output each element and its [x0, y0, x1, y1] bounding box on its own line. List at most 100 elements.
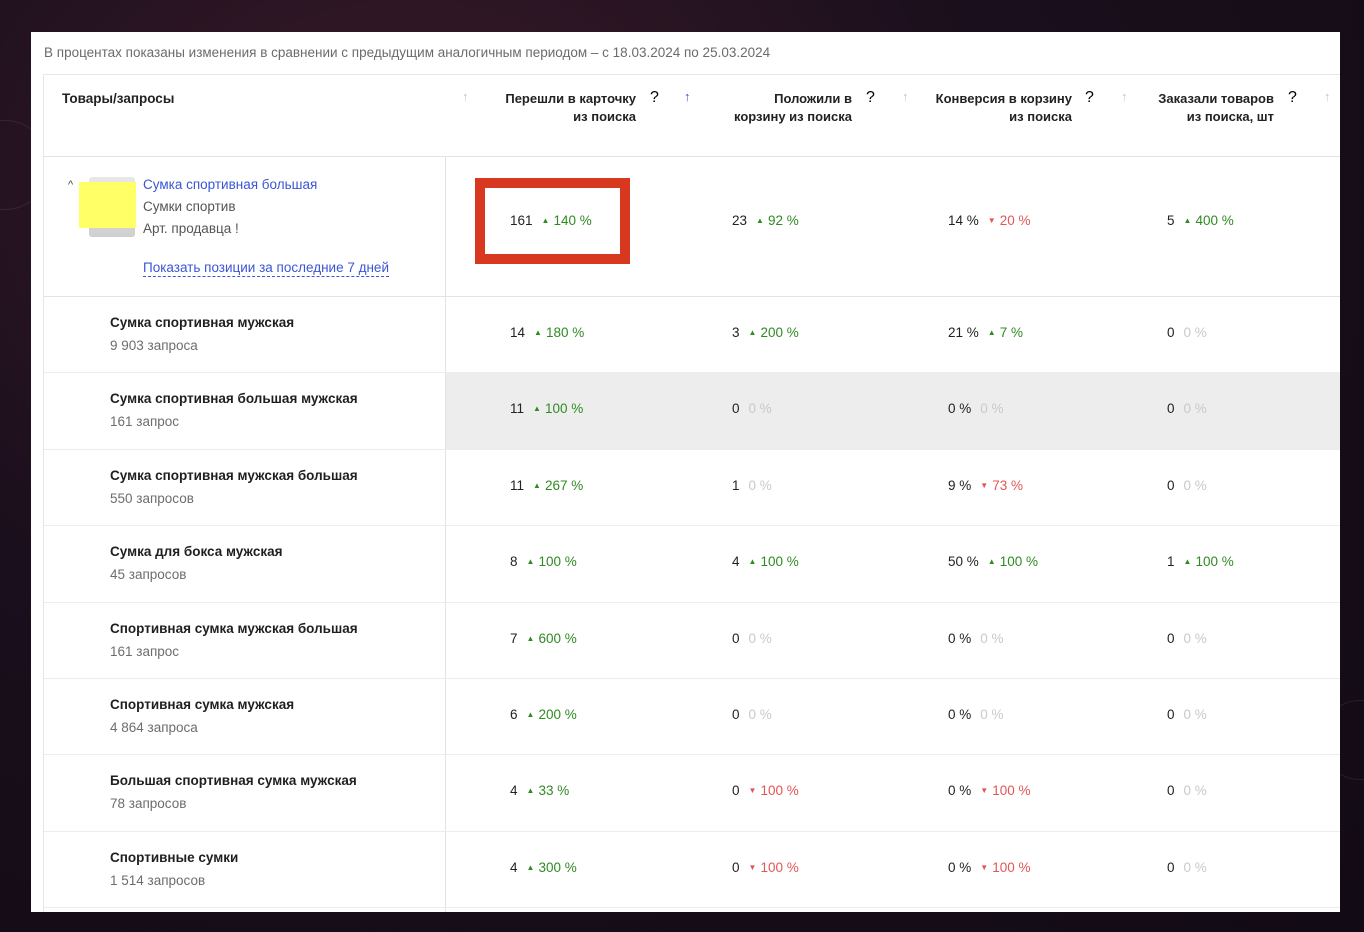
metric-change-text: 300 %	[538, 859, 577, 875]
metric-cell: 0 0 %	[1167, 401, 1207, 416]
metric-change-text: 100 %	[992, 859, 1031, 875]
metric-value: 11	[510, 401, 525, 417]
help-icon[interactable]: ?	[1288, 89, 1297, 106]
trend-down-icon: ▼	[987, 216, 996, 225]
trend-up-icon: ▲	[526, 633, 535, 643]
sort-arrow-icon[interactable]: ↑	[462, 89, 469, 104]
trend-up-icon: ▲	[533, 480, 541, 490]
help-icon[interactable]: ?	[650, 89, 659, 106]
metric-change-text: 0 %	[748, 477, 772, 493]
table-row[interactable]: 14 ▲ 180 % 3 ▲ 200 % 21 % ▲ 7 % 0 0 % Сумка спортив…	[44, 297, 1340, 374]
metric-cell: 5 ▲ 400 %	[1167, 213, 1234, 228]
header-col-orders[interactable]: Заказали товаров из поиска, шт	[1144, 89, 1274, 129]
metric-change: 0 %	[749, 707, 772, 722]
metric-value: 0	[732, 707, 740, 722]
metric-change: ▲ 140 %	[542, 213, 592, 228]
query-count: 161 запрос	[110, 643, 180, 659]
metric-cell: 0 0 %	[1167, 783, 1207, 798]
metric-change: 0 %	[749, 631, 772, 646]
metric-cell: 11 ▲ 267 %	[510, 478, 583, 493]
metric-change-text: 0 %	[980, 707, 1004, 722]
metric-change-text: 600 %	[538, 630, 577, 646]
metric-change-text: 0 %	[1183, 630, 1207, 646]
show-positions-link[interactable]: Показать позиции за последние 7 дней	[143, 260, 389, 277]
trend-up-icon: ▲	[541, 216, 550, 225]
metric-change: ▲ 92 %	[756, 213, 799, 228]
metric-change-text: 0 %	[980, 401, 1004, 417]
header-clicks-line2: из поиска	[573, 109, 636, 124]
table-row[interactable]: 4 ▲ 33 % 0 ▼ 100 % 0 % ▼ 100 % 0 0 % Большая спорти…	[44, 755, 1340, 832]
sort-arrow-icon[interactable]: ↑	[1324, 89, 1331, 104]
help-icon[interactable]: ?	[866, 89, 875, 106]
metric-change: ▲ 33 %	[527, 783, 570, 798]
metric-value: 0	[1167, 859, 1175, 875]
header-col-cart[interactable]: Положили в корзину из поиска	[704, 89, 852, 129]
table-row[interactable]: 8 ▲ 100 % 4 ▲ 100 % 50 % ▲ 100 % 1 ▲ 100 % Сумка для…	[44, 526, 1340, 603]
trend-down-icon: ▼	[980, 862, 989, 872]
sort-arrow-active-icon[interactable]: ↑	[684, 89, 691, 104]
metric-change: ▼ 100 %	[980, 860, 1030, 875]
metric-change: ▲ 100 %	[1184, 554, 1234, 569]
metric-change-text: 20 %	[999, 213, 1031, 228]
header-col-clicks[interactable]: Перешли в карточку из поиска	[484, 89, 636, 129]
trend-up-icon: ▲	[748, 557, 757, 567]
header-conversion-line1: Конверсия в корзину	[935, 91, 1072, 106]
metric-change: ▼ 73 %	[980, 478, 1023, 493]
query-count: 9 903 запроса	[110, 338, 198, 353]
sort-arrow-icon[interactable]: ↑	[902, 89, 909, 104]
metric-value: 11	[510, 477, 525, 493]
table-row[interactable]: 11 ▲ 267 % 1 0 % 9 % ▼ 73 % 0 0 % Сумка спортивная…	[44, 450, 1340, 527]
metric-value: 0	[1167, 401, 1175, 417]
metric-change: 0 %	[1184, 783, 1207, 798]
header-conversion-line2: из поиска	[1009, 109, 1072, 124]
metric-change: 0 %	[1184, 325, 1207, 340]
metric-change-text: 180 %	[545, 325, 585, 340]
metric-cell: 0 0 %	[732, 631, 772, 646]
sort-arrow-icon[interactable]: ↑	[1121, 89, 1128, 104]
metric-value: 4	[510, 783, 518, 799]
metric-value: 161	[510, 213, 533, 228]
comparison-note: В процентах показаны изменения в сравнен…	[44, 45, 771, 60]
metric-cell: 0 % ▼ 100 %	[948, 860, 1030, 875]
metric-value: 4	[732, 554, 740, 570]
metric-value: 0	[732, 401, 740, 417]
metric-change: 0 %	[1184, 860, 1207, 875]
search-queries-table: Товары/запросы ↑ Перешли в карточку из по…	[43, 74, 1340, 912]
table-row[interactable]: 4 ▲ 300 % 0 ▼ 100 % 0 % ▼ 100 % 0 0 % Спортивные су…	[44, 832, 1340, 909]
trend-up-icon: ▲	[526, 710, 535, 719]
table-row[interactable]: 6 ▲ 200 % 0 0 % 0 % 0 % 0 0 % Спортивная сумка му…	[44, 679, 1340, 756]
metric-change-text: 100 %	[538, 554, 577, 570]
header-col-conversion[interactable]: Конверсия в корзину из поиска	[924, 89, 1072, 129]
metric-value: 23	[732, 213, 748, 228]
metric-value: 0 %	[948, 783, 972, 799]
table-row[interactable]: 11 ▲ 100 % 0 0 % 0 % 0 % 0 0 % Сумка спортивная б…	[44, 373, 1340, 450]
metric-value: 0	[1167, 707, 1175, 722]
metric-change: 0 %	[749, 478, 772, 493]
trend-up-icon: ▲	[1183, 557, 1192, 567]
metric-change: ▲ 300 %	[527, 860, 577, 875]
metric-value: 1	[1167, 554, 1175, 570]
query-count: 45 запросов	[110, 567, 187, 583]
redaction-sticker	[79, 182, 136, 228]
collapse-chevron-icon[interactable]: ^	[68, 179, 74, 191]
metric-value: 0	[1167, 477, 1175, 493]
metric-cell: 4 ▲ 300 %	[510, 860, 577, 875]
metric-cell: 8 ▲ 100 %	[510, 554, 577, 569]
trend-up-icon: ▲	[526, 862, 535, 872]
trend-up-icon: ▲	[987, 328, 996, 337]
metric-change: 0 %	[1184, 631, 1207, 646]
row-metrics: 7 ▲ 600 % 0 0 % 0 % 0 % 0 0 %	[446, 603, 1340, 678]
query-name: Спортивная сумка мужская большая	[110, 620, 358, 636]
table-header: Товары/запросы ↑ Перешли в карточку из по…	[44, 75, 1340, 157]
metric-value: 0	[1167, 783, 1175, 799]
metric-cell: 0 0 %	[1167, 478, 1207, 493]
metric-change: 0 %	[980, 707, 1003, 722]
metric-cell: 0 0 %	[732, 401, 772, 416]
query-name: Сумка спортивная мужская большая	[110, 467, 358, 483]
product-name-link[interactable]: Сумка спортивная большая	[143, 177, 318, 192]
header-products-queries: Товары/запросы	[62, 91, 175, 106]
help-icon[interactable]: ?	[1085, 89, 1094, 106]
product-category: Сумки спортив	[143, 199, 236, 214]
table-row[interactable]: 7 ▲ 600 % 0 0 % 0 % 0 % 0 0 % Спортивная сумка му…	[44, 603, 1340, 679]
trend-up-icon: ▲	[526, 557, 535, 567]
